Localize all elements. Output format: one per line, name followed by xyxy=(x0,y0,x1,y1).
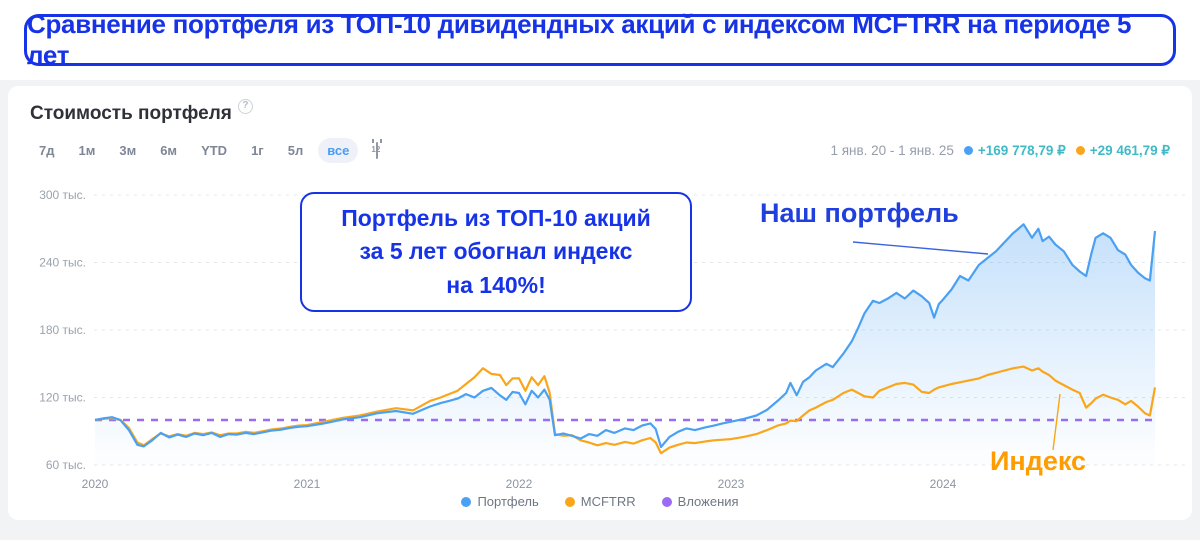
range-button-1м[interactable]: 1м xyxy=(69,138,104,163)
y-axis-tick: 300 тыс. xyxy=(39,188,86,202)
range-button-7д[interactable]: 7д xyxy=(30,138,63,163)
y-axis-tick: 240 тыс. xyxy=(39,256,86,270)
index-gain: +29 461,79 ₽ xyxy=(1075,143,1170,159)
range-selector: 7д 1м 3м 6м YTD 1г 5л все xyxy=(30,138,359,163)
portfolio-area-fill xyxy=(95,224,1155,465)
index-pointer-line xyxy=(1052,393,1061,451)
card-title: Стоимость портфеля xyxy=(30,103,232,124)
legend-item-MCFTRR[interactable]: MCFTRR xyxy=(564,494,636,509)
calendar-button[interactable]: 12 xyxy=(366,141,388,161)
x-axis-tick: 2023 xyxy=(718,477,745,491)
x-axis-tick: 2024 xyxy=(930,477,957,491)
page-background: Стоимость портфеля ? 7д 1м 3м 6м YTD 1г 5л все … xyxy=(0,80,1200,540)
legend-item-Портфель[interactable]: Портфель xyxy=(461,494,539,509)
x-axis-tick: 2022 xyxy=(506,477,533,491)
callout-box: Портфель из ТОП-10 акций за 5 лет обогна… xyxy=(300,192,692,313)
range-button-6м[interactable]: 6м xyxy=(151,138,186,163)
chart-toolbar: 7д 1м 3м 6м YTD 1г 5л все 12 1 янв. 20 - 1 янв.… xyxy=(8,138,1192,163)
x-axis-tick: 2020 xyxy=(82,477,109,491)
period-label: 1 янв. 20 - 1 янв. 25 xyxy=(830,143,954,158)
title-banner: Сравнение портфеля из ТОП-10 дивидендных… xyxy=(24,9,1176,70)
x-axis-tick: 2021 xyxy=(294,477,321,491)
portfolio-value-card: Стоимость портфеля ? 7д 1м 3м 6м YTD 1г 5л все … xyxy=(8,86,1192,520)
help-icon[interactable]: ? xyxy=(237,99,253,114)
range-button-3м[interactable]: 3м xyxy=(110,138,145,163)
range-button-5л[interactable]: 5л xyxy=(279,138,313,163)
chart-legend: Портфель MCFTRR Вложения xyxy=(8,494,1192,509)
portfolio-line xyxy=(94,223,1157,449)
range-button-все[interactable]: все xyxy=(318,138,359,163)
portfolio-annotation-label: Наш портфель xyxy=(760,198,959,228)
portfolio-dot-icon xyxy=(963,146,973,155)
y-axis-tick: 60 тыс. xyxy=(46,458,86,472)
legend-item-Вложения[interactable]: Вложения xyxy=(661,494,739,509)
index-dot-icon xyxy=(1075,146,1085,155)
legend-dot-icon xyxy=(564,496,575,507)
index-annotation-label: Индекс xyxy=(990,446,1087,476)
banner-text: Сравнение портфеля из ТОП-10 дивидендных… xyxy=(27,9,1132,70)
legend-dot-icon xyxy=(461,496,472,507)
range-button-1г[interactable]: 1г xyxy=(242,138,273,163)
range-button-YTD[interactable]: YTD xyxy=(192,138,236,163)
portfolio-gain: +169 778,79 ₽ xyxy=(963,143,1066,159)
legend-dot-icon xyxy=(661,496,672,507)
y-axis-tick: 120 тыс. xyxy=(39,391,86,405)
y-axis-tick: 180 тыс. xyxy=(39,323,86,337)
portfolio-pointer-line xyxy=(852,241,989,255)
